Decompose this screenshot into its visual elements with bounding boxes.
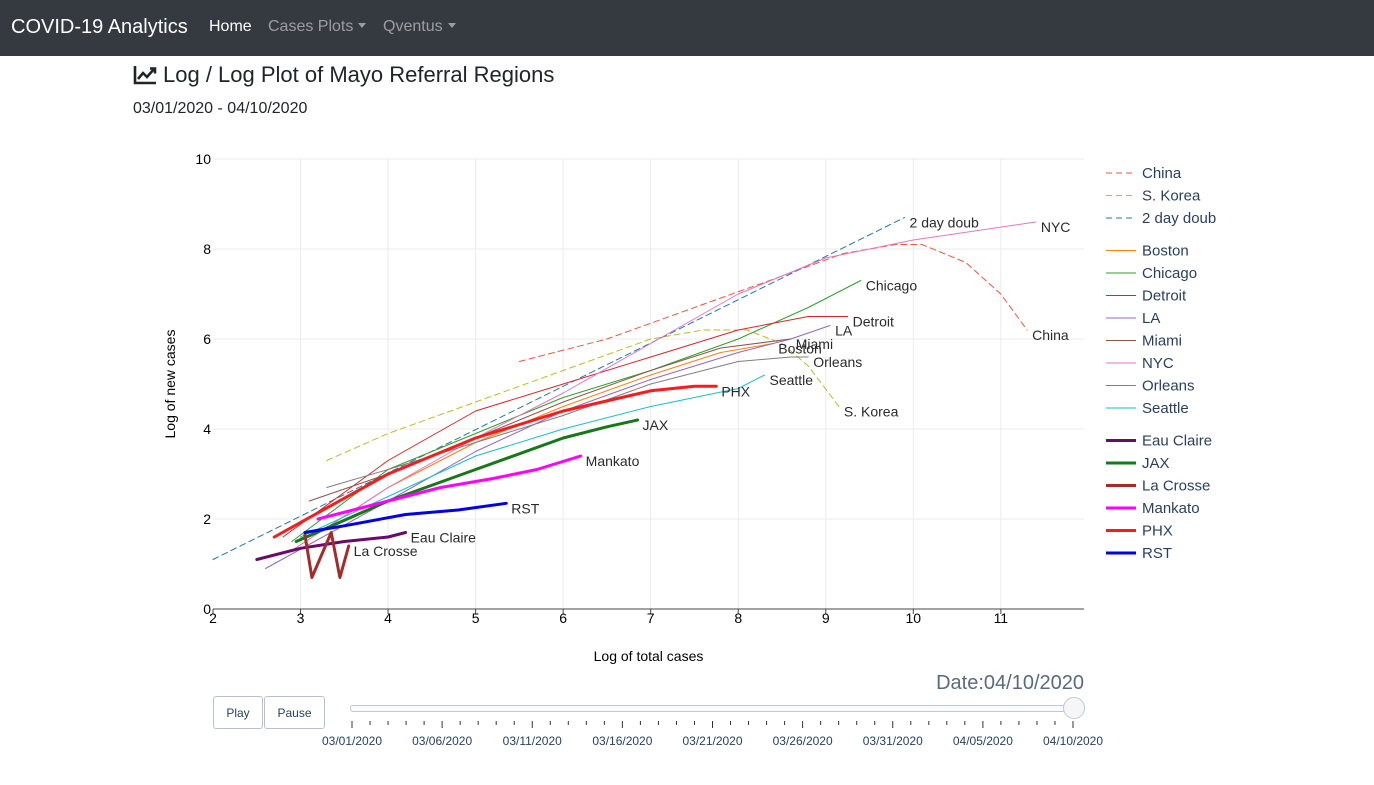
x-tick-label: 11 <box>994 610 1009 626</box>
slider-tick-label: 04/05/2020 <box>952 734 1013 748</box>
series-end-label: S. Korea <box>844 404 899 420</box>
legend-entry[interactable]: JAX <box>1142 455 1170 472</box>
nav-cases-plots-dropdown[interactable]: Cases Plots <box>268 18 367 36</box>
y-tick-label: 4 <box>203 421 211 437</box>
series-line-detroit <box>282 316 849 538</box>
series-line-phx <box>272 384 718 539</box>
legend-entry[interactable]: Eau Claire <box>1142 433 1212 450</box>
brand[interactable]: COVID-19 Analytics <box>11 16 188 38</box>
series-end-label: Orleans <box>813 354 862 370</box>
legend-entry[interactable]: PHX <box>1142 523 1173 540</box>
series-line-2-day-doub <box>212 217 905 560</box>
y-axis-title: Log of new cases <box>162 330 178 439</box>
slider-tick-label: 04/10/2020 <box>1042 734 1104 748</box>
series-end-label: Eau Claire <box>411 530 477 546</box>
series-line-la-crosse <box>303 531 351 579</box>
y-tick-label: 8 <box>203 241 211 257</box>
x-tick-label: 3 <box>297 610 305 626</box>
y-tick-label: 2 <box>203 511 211 527</box>
legend-entry[interactable]: Boston <box>1142 243 1189 260</box>
series-end-label: Boston <box>778 341 822 357</box>
legend-entry[interactable]: S. Korea <box>1142 188 1201 205</box>
series-line-chicago <box>291 280 862 542</box>
slider-tick-label: 03/01/2020 <box>321 734 383 748</box>
date-slider-handle[interactable] <box>1063 697 1085 719</box>
legend-entry[interactable]: 2 day doub <box>1142 210 1216 227</box>
legend-entry[interactable]: RST <box>1142 545 1172 562</box>
x-tick-label: 9 <box>822 610 830 626</box>
series-end-label: Miami <box>796 336 833 352</box>
x-tick-label: 2 <box>209 610 217 626</box>
y-tick-label: 6 <box>203 331 211 347</box>
x-tick-label: 8 <box>734 610 742 626</box>
series-line-mankato <box>316 454 583 521</box>
slider-tick-label: 03/06/2020 <box>412 734 473 748</box>
slider-tick-label: 03/16/2020 <box>592 734 653 748</box>
series-end-label: PHX <box>721 383 750 399</box>
series-line-seattle <box>300 374 765 538</box>
slider-tick-label: 03/21/2020 <box>682 734 743 748</box>
slider-tick-label: 03/31/2020 <box>862 734 923 748</box>
navbar: COVID-19 Analytics Home Cases Plots Qven… <box>0 0 1374 56</box>
nav-home[interactable]: Home <box>209 18 252 35</box>
legend-entry[interactable]: Miami <box>1142 333 1182 350</box>
series-end-label: NYC <box>1041 219 1071 235</box>
date-range: 03/01/2020 - 04/10/2020 <box>133 100 308 117</box>
pause-button[interactable]: Pause <box>264 696 325 729</box>
play-button[interactable]: Play <box>213 696 263 729</box>
series-line-jax <box>294 418 640 543</box>
page-title: Log / Log Plot of Mayo Referral Regions <box>133 62 554 88</box>
series-line-s-korea <box>326 329 840 461</box>
series-end-label: Mankato <box>586 453 640 469</box>
x-tick-label: 6 <box>559 610 567 626</box>
series-end-label: Detroit <box>853 314 894 330</box>
nav-qventus-label: Qventus <box>383 18 443 35</box>
series-end-label: Seattle <box>769 372 813 388</box>
series-end-label: La Crosse <box>354 543 418 559</box>
y-tick-label: 10 <box>195 151 211 167</box>
x-tick-label: 4 <box>384 610 392 626</box>
x-tick-label: 7 <box>647 610 655 626</box>
legend-entry[interactable]: Seattle <box>1142 400 1189 417</box>
series-line-china <box>518 244 1028 362</box>
nav-cases-plots-label: Cases Plots <box>268 18 354 35</box>
series-end-label: 2 day doub <box>910 215 979 231</box>
x-tick-label: 5 <box>472 610 480 626</box>
series-end-label: JAX <box>643 417 669 433</box>
line-chart-icon <box>133 66 157 85</box>
page-title-text: Log / Log Plot of Mayo Referral Regions <box>163 62 555 87</box>
legend-entry[interactable]: LA <box>1142 310 1160 327</box>
x-tick-label: 10 <box>906 610 922 626</box>
slider-date-label: Date:04/10/2020 <box>936 672 1084 694</box>
series-end-label: RST <box>511 500 539 516</box>
series-line-la <box>265 325 831 569</box>
legend-entry[interactable]: China <box>1142 165 1182 182</box>
legend-entry[interactable]: Detroit <box>1142 288 1187 305</box>
chevron-down-icon <box>358 23 367 28</box>
legend-entry[interactable]: La Crosse <box>1142 478 1210 495</box>
series-line-eau-claire <box>255 531 408 561</box>
legend-entry[interactable]: Chicago <box>1142 265 1197 282</box>
date-slider-track[interactable] <box>350 705 1076 712</box>
legend-entry[interactable]: Mankato <box>1142 500 1200 517</box>
legend-entry[interactable]: NYC <box>1142 355 1174 372</box>
chevron-down-icon <box>447 23 456 28</box>
series-line-rst <box>303 501 508 534</box>
x-axis-title: Log of total cases <box>594 648 704 664</box>
series-end-label: China <box>1032 327 1069 343</box>
slider-tick-label: 03/26/2020 <box>772 734 833 748</box>
nav-qventus-dropdown[interactable]: Qventus <box>383 18 456 36</box>
series-end-label: LA <box>835 323 853 339</box>
series-end-label: Chicago <box>866 278 918 294</box>
slider-tick-label: 03/11/2020 <box>502 734 562 748</box>
legend-entry[interactable]: Orleans <box>1142 378 1195 395</box>
y-tick-label: 0 <box>203 601 211 617</box>
series-line-nyc <box>291 221 1037 551</box>
